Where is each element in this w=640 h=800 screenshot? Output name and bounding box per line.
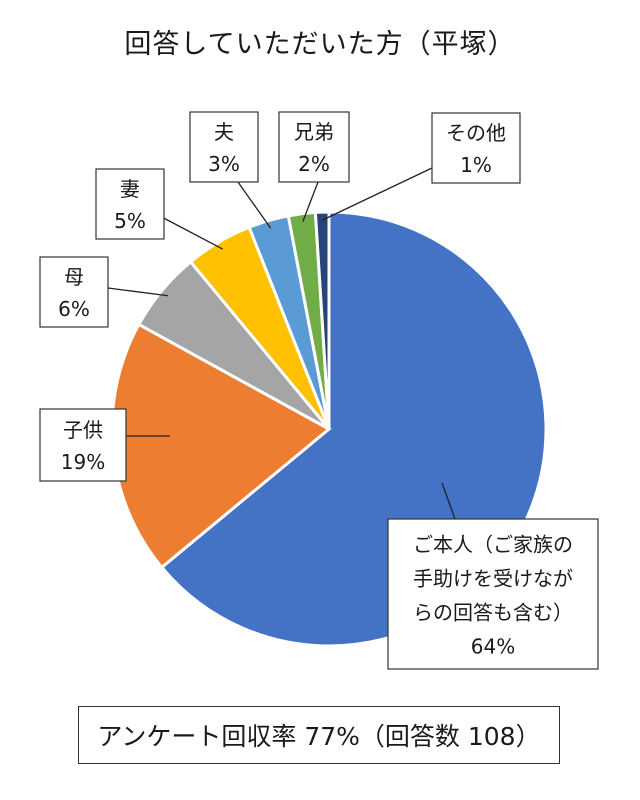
- slice-value-label-0: 64%: [471, 635, 515, 659]
- callout-2: 母 6%: [39, 256, 109, 328]
- callout-3: 妻 5%: [95, 168, 165, 240]
- callout-4: 夫 3%: [189, 111, 259, 183]
- slice-category-label-0: ご本人（ご家族の: [413, 533, 573, 557]
- callout-5: 兄弟 2%: [278, 111, 350, 183]
- callout-box-5: [278, 111, 350, 183]
- callout-box-6: [431, 112, 521, 184]
- callout-box-3: [95, 168, 165, 240]
- leader-line-0: [441, 482, 456, 520]
- callout-box-4: [189, 111, 259, 183]
- leader-line-6: [322, 167, 433, 221]
- callout-box-2: [39, 256, 109, 328]
- response-rate-text: アンケート回収率 77%（回答数 108）: [97, 722, 541, 751]
- pie-slice-6: [313, 210, 331, 430]
- chart-title: 回答していただいた方（平塚）: [124, 29, 516, 60]
- leader-line-4: [237, 181, 272, 229]
- slice-category-label-0: 手助けを受けなが: [413, 567, 573, 591]
- callout-6: その他 1%: [431, 112, 521, 184]
- slice-value-label-4: 3%: [208, 152, 240, 176]
- slice-category-label-0: らの回答も含む）: [413, 601, 573, 625]
- response-rate-box: アンケート回収率 77%（回答数 108）: [78, 706, 560, 764]
- slice-value-label-6: 1%: [460, 153, 492, 177]
- slice-value-label-2: 6%: [58, 297, 90, 321]
- leader-line-2: [107, 287, 169, 297]
- slice-category-label-5: 兄弟: [294, 120, 334, 144]
- slice-category-label-6: その他: [446, 121, 506, 145]
- slice-category-label-4: 夫: [214, 120, 234, 144]
- slice-value-label-5: 2%: [298, 152, 330, 176]
- slice-category-label-2: 母: [64, 265, 84, 289]
- slice-category-label-3: 妻: [120, 177, 140, 201]
- callout-1: 子供 19%: [39, 408, 127, 482]
- leader-line-3: [155, 213, 223, 250]
- slice-category-label-1: 子供: [63, 418, 103, 442]
- slice-value-label-1: 19%: [61, 450, 105, 474]
- slice-value-label-3: 5%: [114, 209, 146, 233]
- leader-line-5: [302, 181, 319, 222]
- callout-box-0: [387, 518, 599, 670]
- callout-box-1: [39, 408, 127, 482]
